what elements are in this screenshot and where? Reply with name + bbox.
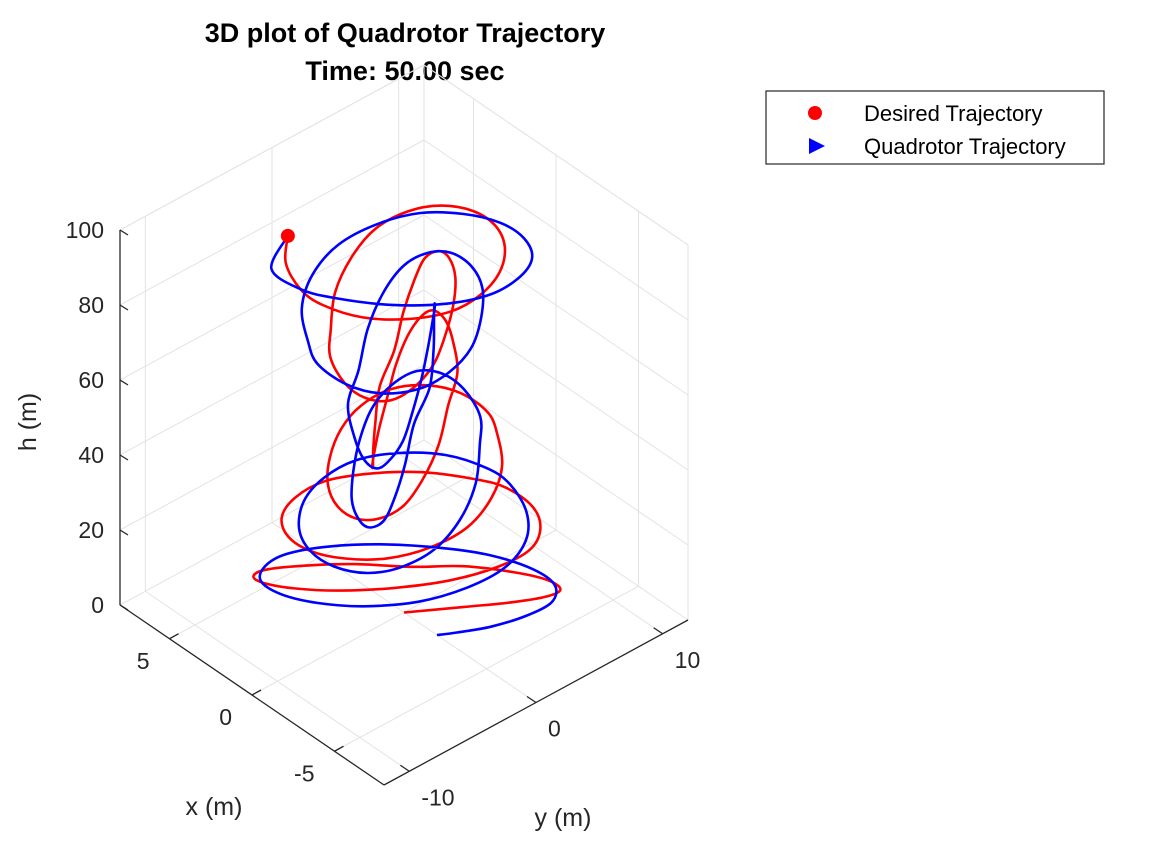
z-tick-label: 40 (78, 442, 104, 468)
z-tick-mark (119, 304, 129, 311)
z-tick-label: 60 (78, 367, 104, 393)
x-tick-mark (334, 745, 344, 752)
y-axis-label: y (m) (535, 804, 592, 832)
legend-triangle-marker (809, 138, 825, 154)
y-tick-mark (399, 764, 410, 772)
legend-circle-marker (808, 106, 822, 120)
desired-position-marker (280, 228, 295, 243)
y-tick-label: 10 (675, 647, 701, 673)
wall-grid-line (423, 439, 689, 621)
legend-entry-quadrotor: Quadrotor Trajectory (864, 134, 1066, 159)
z-tick-mark (119, 604, 129, 611)
desired-trajectory-line (252, 204, 562, 614)
wall-grid-line (423, 64, 689, 246)
wall-grid-line (119, 214, 425, 381)
wall-grid-line (423, 289, 689, 471)
x-tick-label: -5 (294, 760, 314, 786)
wall-grid-line (423, 139, 689, 321)
legend-entry-desired: Desired Trajectory (864, 101, 1043, 126)
z-tick-label: 80 (78, 292, 104, 318)
wall-grid-line (119, 139, 425, 306)
legend: Desired Trajectory Quadrotor Trajectory (765, 90, 1105, 165)
quadrotor-trajectory-line (258, 210, 558, 637)
x-tick-label: 0 (219, 704, 232, 730)
x-tick-mark (169, 633, 179, 640)
wall-grid-line (423, 214, 689, 396)
z-tick-label: 0 (91, 592, 104, 618)
floor-grid-line (398, 453, 663, 635)
z-tick-label: 100 (66, 217, 104, 243)
axis-lines (119, 229, 689, 786)
chart-subtitle: Time: 50.00 sec (305, 56, 504, 86)
y-tick-mark (526, 695, 537, 704)
z-tick-mark (119, 379, 129, 386)
legend-box (765, 90, 1105, 165)
grid-lines (119, 64, 689, 772)
y-tick-label: -10 (421, 784, 454, 810)
floor-grid-line (145, 590, 410, 772)
z-tick-mark (119, 229, 129, 236)
series-lines (252, 204, 562, 637)
z-tick-label: 20 (78, 517, 104, 543)
x-tick-label: 5 (137, 648, 150, 674)
y-tick-label: 0 (548, 716, 561, 742)
chart-title: 3D plot of Quadrotor Trajectory (205, 18, 606, 48)
z-axis-label: h (m) (14, 393, 42, 451)
z-tick-mark (119, 529, 129, 536)
y-tick-mark (653, 627, 664, 635)
wall-grid-line (119, 64, 425, 231)
x-axis-label: x (m) (186, 793, 243, 821)
z-tick-mark (119, 454, 129, 461)
x-tick-mark (251, 689, 262, 696)
